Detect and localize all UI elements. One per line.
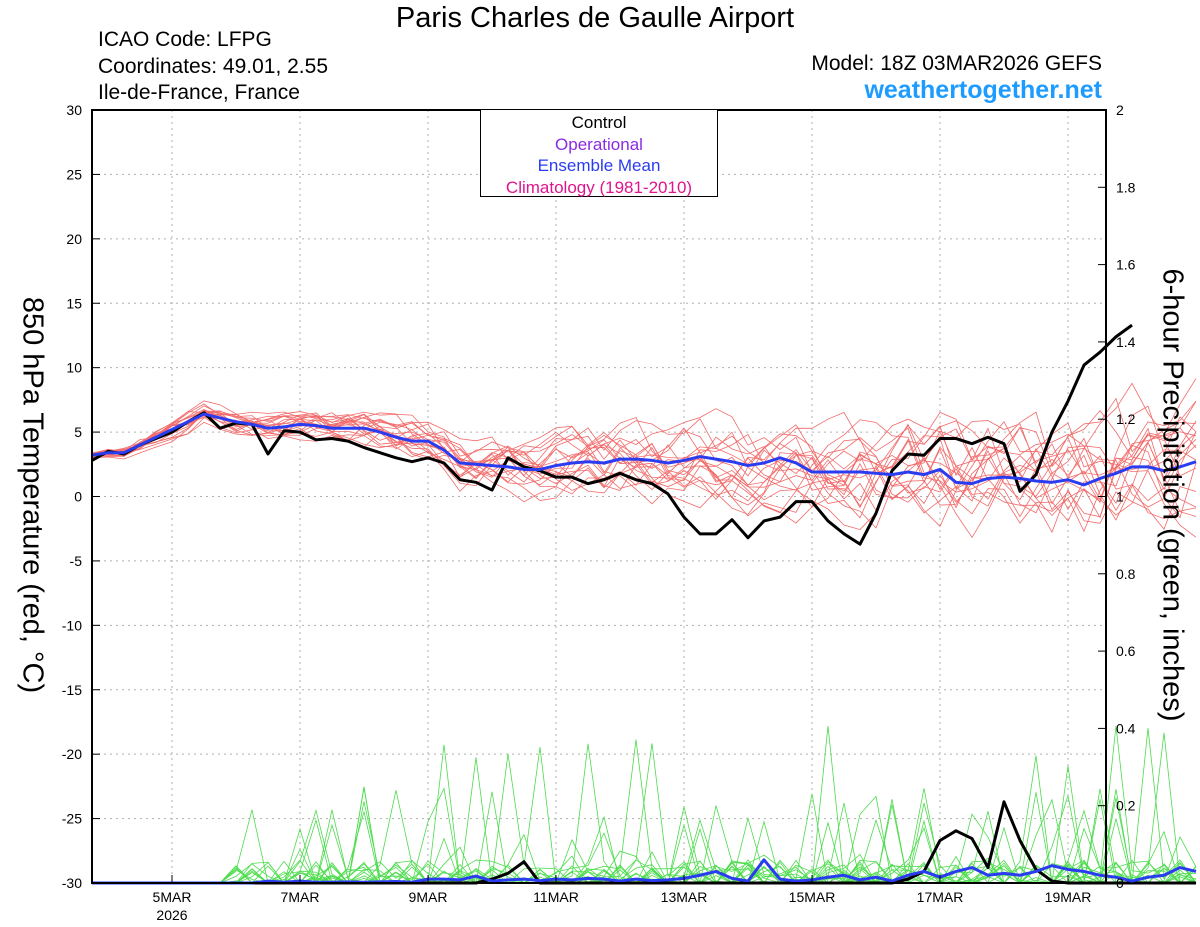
y2-tick-label: 0.2 [1116, 798, 1136, 814]
y2-tick-label: 0.6 [1116, 643, 1136, 659]
y-tick-label: -10 [62, 617, 82, 633]
right-axis: 2 1.8 1.6 1.4 1.2 1 0.8 0.6 0.4 0.2 0 [1098, 102, 1136, 891]
ensemble-member-temp-line [91, 405, 1197, 527]
y-tick-label: 5 [74, 424, 82, 440]
y-tick-label: -25 [62, 811, 82, 827]
legend-ensemble-mean: Ensemble Mean [537, 156, 661, 175]
y-tick-label: 0 [74, 489, 82, 505]
x-tick-label: 17MAR [917, 889, 964, 905]
ensemble-mean-temperature-line [91, 412, 1197, 487]
legend-operational: Operational [555, 134, 643, 154]
x-tick-label: 7MAR [281, 889, 320, 905]
ensemble-member-temp-line [91, 408, 1197, 539]
legend: Control Operational Ensemble Mean Climat… [480, 109, 718, 197]
y-tick-label: 20 [66, 231, 82, 247]
ensemble-member-temp-line [91, 410, 1197, 514]
y-tick-label: 10 [66, 360, 82, 376]
icao-code: ICAO Code: LFPG [98, 28, 272, 51]
x-tick-label: 19MAR [1045, 889, 1092, 905]
ensemble-member-temp-line [91, 409, 1197, 514]
y-tick-label: 25 [66, 166, 82, 182]
legend-control: Control [571, 113, 627, 132]
y2-tick-label: 0 [1116, 875, 1124, 891]
site-name: weathertogether.net [864, 76, 1102, 104]
ensemble-members-temperature [91, 378, 1197, 539]
ensemble-member-temp-line [91, 411, 1197, 520]
x-tick-label: 11MAR [533, 889, 579, 905]
bottom-axis: 5MAR 7MAR 9MAR 11MAR 13MAR 15MAR 17MAR 19MAR 202… [153, 875, 1092, 923]
y-tick-label: -20 [62, 746, 82, 762]
ensemble-member-temp-line [91, 397, 1197, 518]
ensemble-member-precip-line [92, 798, 1196, 884]
ensemble-member-temp-line [91, 411, 1197, 519]
ensemble-member-temp-line [91, 410, 1197, 529]
x-tick-year: 2026 [156, 907, 187, 923]
y-tick-label: -15 [62, 682, 82, 698]
y-tick-label: -5 [70, 553, 83, 569]
y-tick-label: 30 [66, 102, 82, 118]
ensemble-member-temp-line [91, 405, 1197, 521]
y-tick-label: -30 [62, 875, 82, 891]
legend-climatology: Climatology (1981-2010) [505, 177, 693, 197]
x-tick-label: 15MAR [789, 889, 836, 905]
x-tick-label: 13MAR [661, 889, 708, 905]
y-tick-label: 15 [66, 295, 82, 311]
y2-tick-label: 1.8 [1116, 179, 1136, 195]
model-run: Model: 18Z 03MAR2026 GEFS [811, 52, 1102, 75]
control-temperature-line [91, 323, 1133, 546]
x-tick-label: 5MAR [153, 889, 192, 905]
y2-tick-label: 1.6 [1116, 257, 1136, 273]
y2-tick-label: 1.2 [1116, 411, 1136, 427]
coordinates: Coordinates: 49.01, 2.55 [98, 55, 328, 78]
region: Ile-de-France, France [98, 81, 300, 104]
left-axis: 30 25 20 15 10 5 0 -5 -10 -15 -20 -25 -30 [62, 102, 100, 891]
y-axis-label-right: 6-hour Precipitation (green, inches) [1156, 268, 1189, 722]
y-axis-label-left: 850 hPa Temperature (red, °C) [16, 296, 49, 694]
x-tick-label: 9MAR [409, 889, 448, 905]
ensemble-mean-precipitation-line [92, 858, 1197, 885]
y2-tick-label: 0.8 [1116, 566, 1136, 582]
y2-tick-label: 1 [1116, 489, 1124, 505]
ensemble-member-temp-line [91, 378, 1197, 517]
y2-tick-label: 0.4 [1116, 720, 1136, 736]
y2-tick-label: 1.4 [1116, 334, 1136, 350]
chart-title: Paris Charles de Gaulle Airport [395, 2, 795, 34]
y2-tick-label: 2 [1116, 102, 1124, 118]
